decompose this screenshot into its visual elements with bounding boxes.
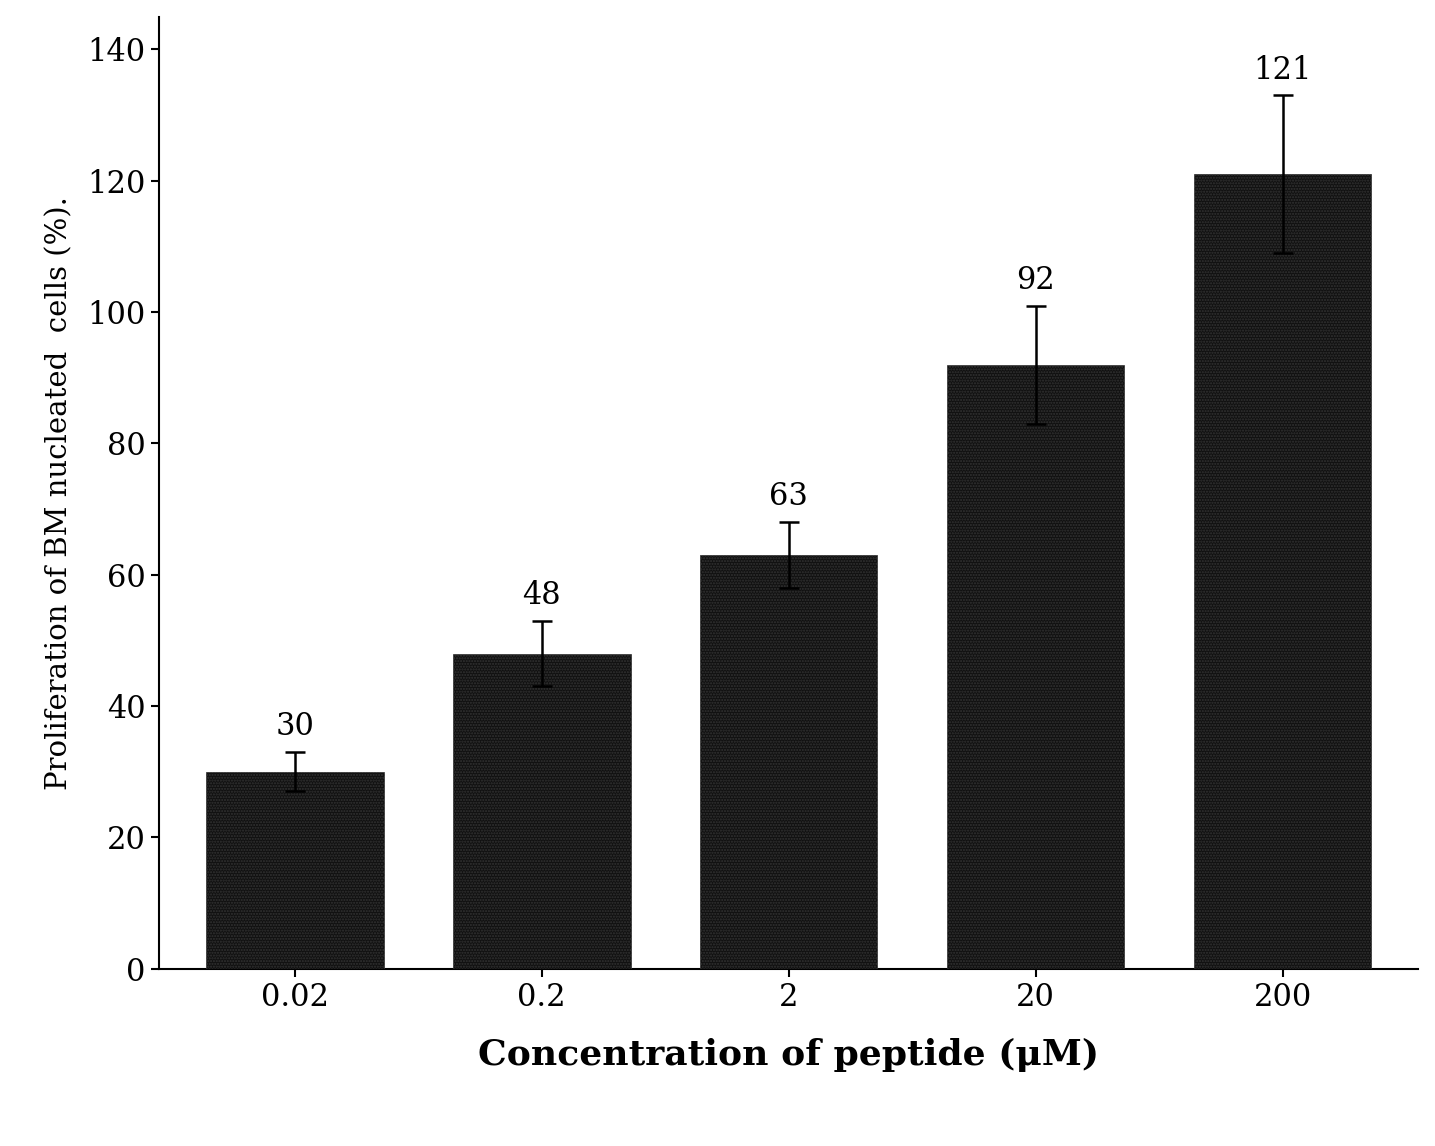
X-axis label: Concentration of peptide (μM): Concentration of peptide (μM) [478, 1038, 1099, 1072]
Text: 63: 63 [769, 481, 808, 512]
Text: 48: 48 [522, 580, 561, 611]
Text: 121: 121 [1253, 55, 1312, 86]
Text: 92: 92 [1016, 265, 1055, 296]
Text: 30: 30 [276, 712, 314, 743]
Bar [700, 555, 877, 968]
Bar [1194, 174, 1372, 968]
Bar [452, 653, 630, 968]
Bar [947, 364, 1125, 968]
Y-axis label: Proliferation of BM nucleated  cells (%).: Proliferation of BM nucleated cells (%). [46, 196, 73, 790]
Bar [205, 771, 383, 968]
